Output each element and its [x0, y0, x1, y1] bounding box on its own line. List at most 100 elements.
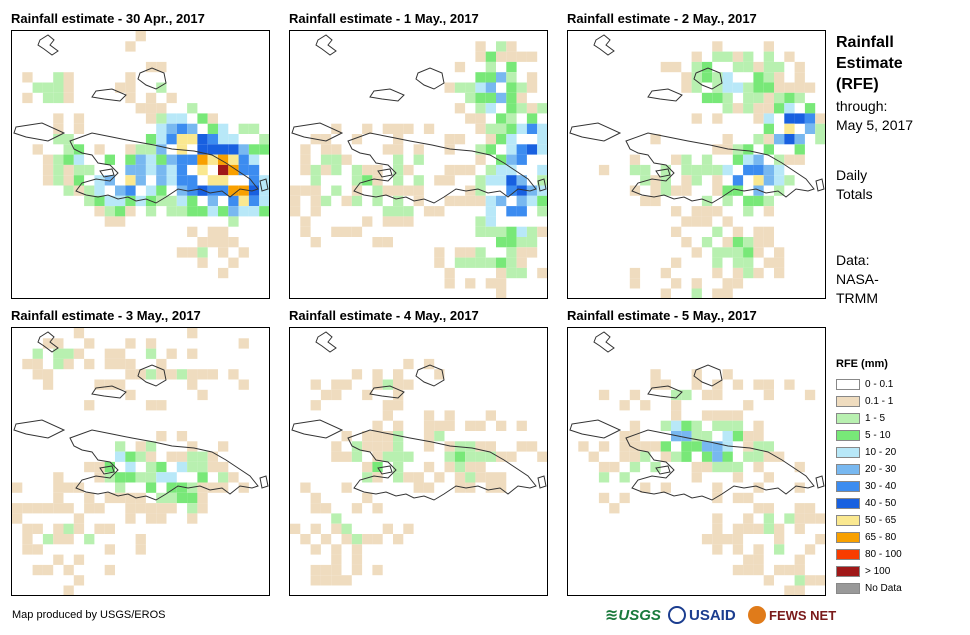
panel-title-may4: Rainfall estimate - 4 May., 2017 — [289, 308, 479, 323]
rainfall-cell — [640, 164, 651, 176]
rainfall-cell — [722, 164, 733, 176]
rainfall-cell — [650, 369, 661, 380]
rainfall-cell — [732, 226, 744, 237]
rainfall-cell — [413, 195, 424, 207]
rainfall-cell — [526, 123, 538, 134]
legend-item: > 100 — [836, 563, 902, 580]
rainfall-cell — [743, 523, 754, 534]
rainfall-cell — [166, 123, 177, 134]
rainfall-cell — [104, 195, 115, 207]
rainfall-cell — [218, 461, 229, 473]
rainfall-cell — [496, 267, 507, 279]
rainfall-cell — [331, 164, 342, 176]
rainfall-cell — [475, 185, 486, 196]
rainfall-cell — [691, 175, 702, 186]
rainfall-cell — [794, 113, 805, 124]
rainfall-cell — [115, 358, 126, 370]
rainfall-cell — [259, 134, 269, 145]
rainfall-cell — [722, 134, 733, 145]
rainfall-cell — [300, 144, 311, 155]
rainfall-cell — [763, 206, 774, 217]
rainfall-cell — [393, 123, 404, 134]
rainfall-cell — [115, 195, 126, 207]
rainfall-cell — [794, 564, 805, 576]
rainfall-cell — [444, 441, 455, 452]
rainfall-cell — [701, 237, 713, 248]
rainfall-cell — [382, 237, 393, 248]
rainfall-cell — [403, 451, 414, 462]
rainfall-cell — [743, 82, 754, 93]
rainfall-cell — [691, 247, 702, 258]
rainfall-cell — [475, 123, 486, 134]
rainfall-cell — [753, 164, 764, 176]
rainfall-cell — [671, 420, 682, 431]
rainfall-cell — [63, 164, 74, 176]
rainfall-map-may4 — [290, 331, 547, 586]
rainfall-cell — [135, 175, 146, 186]
rainfall-cell — [465, 164, 476, 176]
rainfall-cell — [681, 431, 692, 442]
rainfall-cell — [84, 492, 95, 504]
rainfall-cell — [135, 195, 146, 207]
rainfall-cell — [444, 451, 455, 462]
rainfall-cell — [310, 379, 321, 390]
rainfall-cell — [145, 92, 157, 104]
rainfall-cell — [712, 534, 723, 545]
rainfall-cell — [444, 267, 455, 279]
coastline — [537, 178, 547, 192]
rainfall-cell — [516, 267, 527, 279]
rainfall-cell — [362, 534, 373, 545]
rainfall-cell — [393, 144, 404, 155]
rainfall-cell — [63, 534, 74, 545]
rainfall-cell — [454, 82, 466, 93]
rainfall-cell — [794, 144, 805, 155]
rainfall-cell — [526, 113, 538, 124]
rainfall-cell — [228, 216, 239, 227]
rainfall-cell — [794, 503, 805, 514]
rainfall-cell — [516, 237, 527, 248]
rainfall-cell — [650, 441, 661, 452]
rainfall-cell — [671, 431, 682, 442]
rainfall-cell — [104, 358, 115, 370]
rainfall-cell — [475, 82, 486, 93]
rainfall-cell — [104, 544, 115, 555]
rainfall-cell — [753, 461, 764, 473]
rainfall-cell — [763, 61, 774, 73]
rainfall-cell — [53, 92, 64, 104]
rainfall-cell — [63, 358, 74, 370]
rainfall-cell — [732, 492, 744, 504]
rainfall-cell — [12, 482, 23, 493]
through-label: through: — [836, 98, 888, 114]
rainfall-cell — [104, 154, 115, 165]
rainfall-cell — [104, 564, 115, 576]
rainfall-cell — [104, 492, 115, 504]
rainfall-cell — [722, 103, 733, 114]
rainfall-cell — [53, 472, 64, 483]
rainfall-cell — [310, 164, 321, 176]
rainfall-cell — [382, 144, 393, 155]
rainfall-cell — [598, 472, 610, 483]
rainfall-cell — [712, 92, 723, 104]
rainfall-cell — [207, 154, 218, 165]
rainfall-cell — [218, 154, 229, 165]
rainfall-cell — [743, 164, 754, 176]
rainfall-cell — [125, 175, 136, 186]
legend-label: 0 - 0.1 — [865, 379, 894, 390]
rainfall-cell — [712, 513, 723, 524]
rainfall-cell — [506, 144, 517, 155]
rainfall-cell — [660, 441, 671, 452]
rainfall-cell — [393, 206, 404, 217]
rainfall-cell — [681, 154, 692, 165]
rainfall-cell — [135, 154, 146, 165]
rainfall-cell — [393, 134, 404, 145]
rainfall-cell — [73, 164, 85, 176]
rainfall-cell — [784, 113, 795, 124]
rainfall-cell — [465, 472, 476, 483]
rainfall-cell — [413, 175, 424, 186]
rainfall-cell — [712, 288, 723, 298]
legend-swatch — [836, 532, 860, 543]
rainfall-cell — [496, 237, 507, 248]
rainfall-cell — [207, 123, 218, 134]
rainfall-cell — [537, 123, 547, 134]
rainfall-cell — [63, 92, 74, 104]
